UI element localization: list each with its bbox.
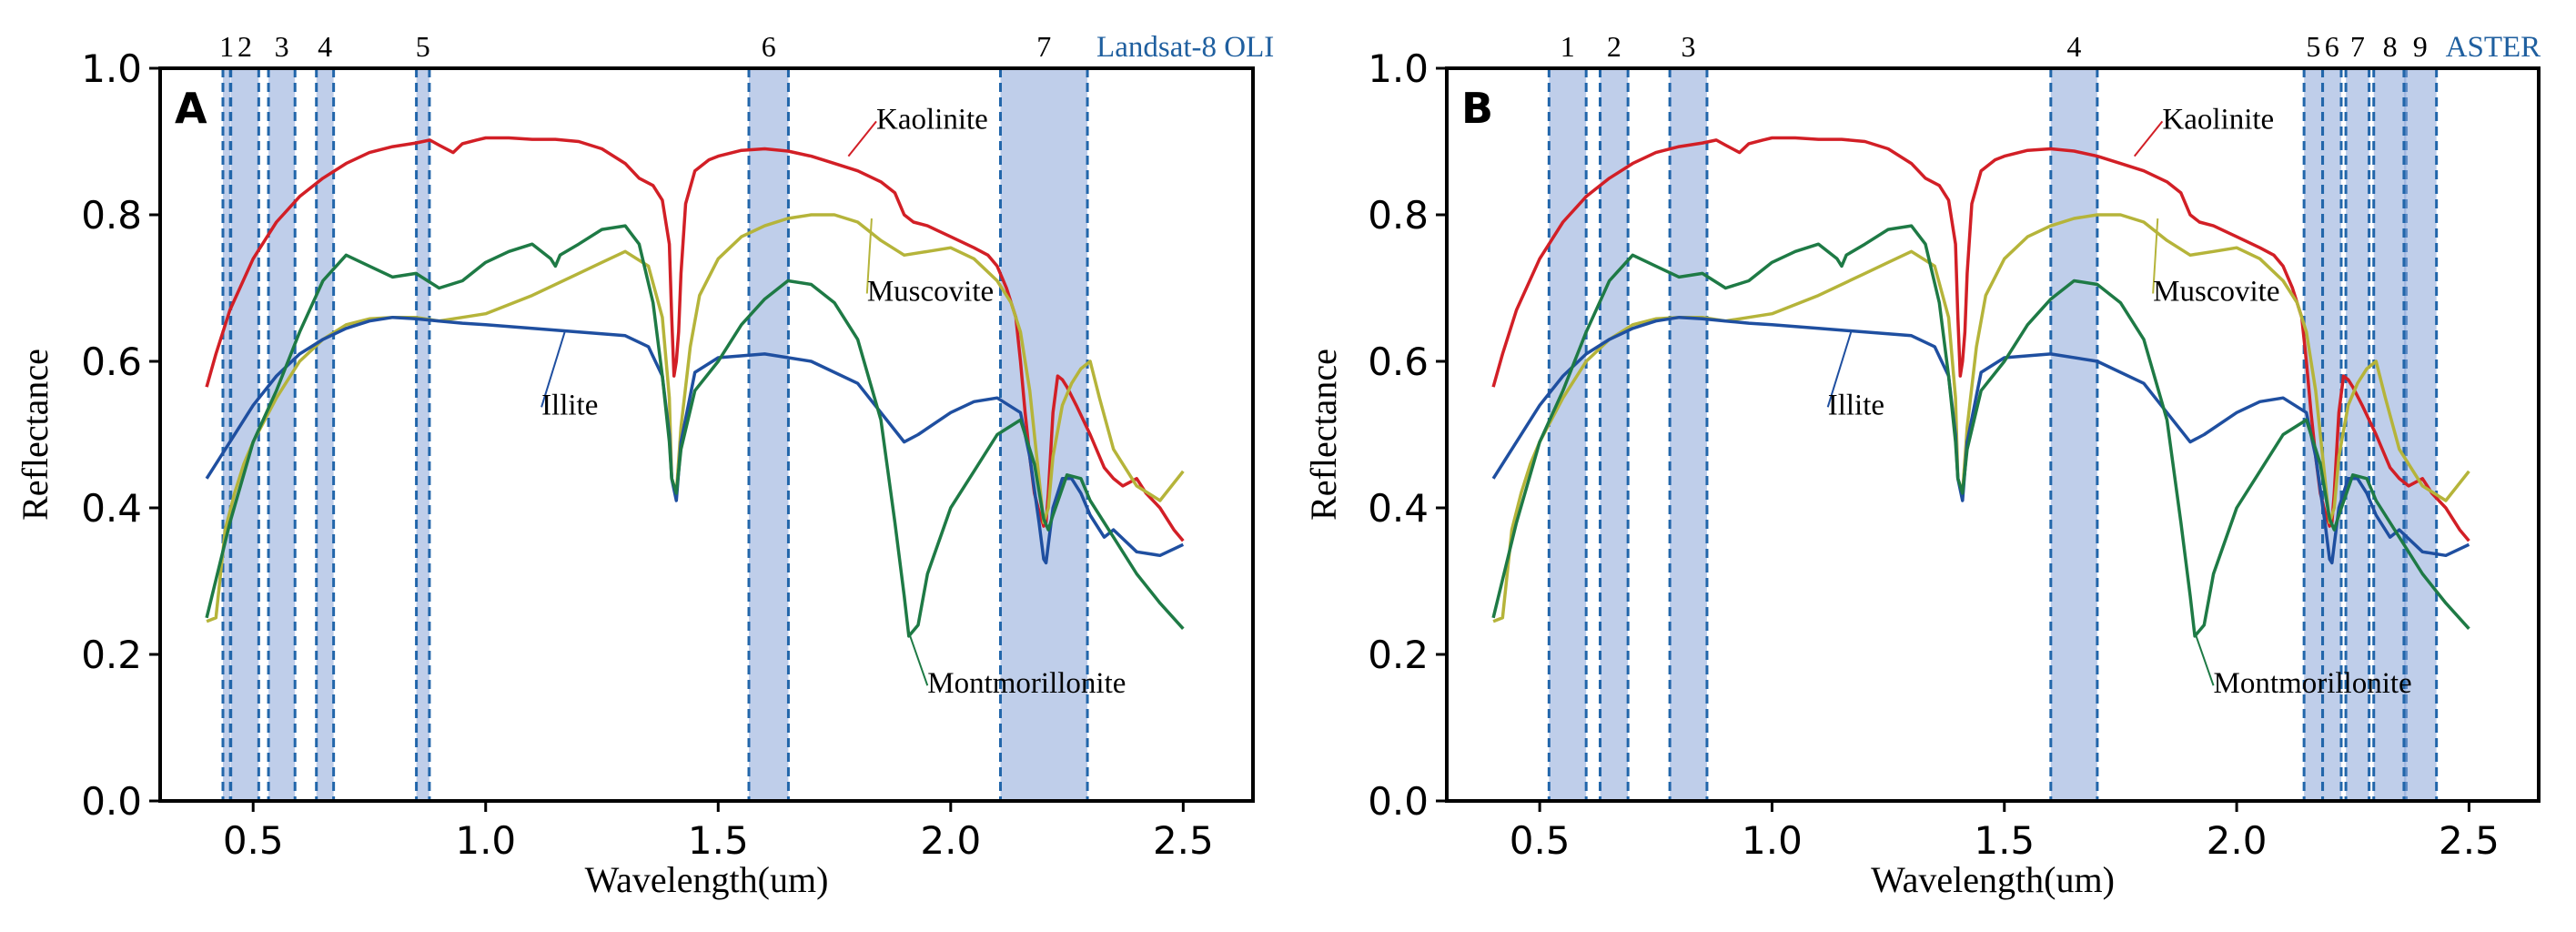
series-line-illite (1491, 315, 2470, 565)
band-9 (2403, 68, 2437, 801)
sensor-label: ASTER (2446, 31, 2541, 64)
band-number-7: 7 (2350, 30, 2365, 63)
y-tick-label: 1.0 (81, 46, 142, 91)
band-7 (1000, 68, 1088, 801)
band-1 (1549, 68, 1587, 801)
x-tick-label: 1.5 (1974, 818, 2035, 863)
band-8 (2373, 68, 2407, 801)
annotation-leader-illite (1826, 331, 1853, 408)
x-axis-title: Wavelength(um) (1871, 859, 2115, 900)
series-line-muscovite (206, 213, 1185, 623)
band-number-4: 4 (318, 30, 332, 63)
y-tick-label: 0.8 (81, 193, 142, 238)
annotation-illite: Illite (541, 389, 598, 421)
band-number-6: 6 (762, 30, 776, 63)
panel-letter: B (1461, 84, 1493, 133)
annotation-leader-illite (540, 331, 566, 408)
x-tick-label: 2.0 (2207, 818, 2268, 863)
band-2 (1600, 68, 1629, 801)
x-tick-label: 2.5 (2439, 818, 2500, 863)
annotation-leader-montmorillonite (907, 632, 929, 686)
band-7 (2346, 68, 2369, 801)
annotation-kaolinite: Kaolinite (2162, 103, 2274, 136)
annotation-illite: Illite (1828, 389, 1884, 421)
annotation-leader-muscovite (865, 218, 873, 294)
annotation-montmorillonite: Montmorillonite (927, 667, 1126, 700)
annotation-muscovite: Muscovite (867, 276, 994, 309)
y-tick-label: 0.4 (81, 486, 142, 531)
y-tick-label: 0.2 (1368, 633, 1429, 677)
series-line-kaolinite (205, 136, 1185, 542)
band-3 (268, 68, 296, 801)
band-4 (316, 68, 334, 801)
band-number-2: 2 (1607, 30, 1621, 63)
band-1 (222, 68, 231, 801)
panel-a: 1 2 3 4 5 6 7 Landsat-8 OLI Kaolinite Muscovite Il… (15, 30, 1274, 900)
x-tick-label: 2.0 (920, 818, 981, 863)
band-number-6: 6 (2325, 30, 2339, 63)
annotation-leader-kaolinite (2133, 120, 2164, 157)
band-number-3: 3 (275, 30, 289, 63)
band-number-8: 8 (2383, 30, 2398, 63)
x-tick-label: 1.5 (688, 818, 749, 863)
band-number-1: 1 (219, 30, 234, 63)
y-tick-label: 1.0 (1368, 46, 1429, 91)
annotation-leader-montmorillonite (2194, 632, 2215, 686)
series-line-montmorillonite (205, 224, 1185, 638)
y-tick-label: 0.6 (81, 339, 142, 384)
annotation-montmorillonite: Montmorillonite (2214, 667, 2412, 700)
plot-frame (158, 66, 1255, 803)
annotation-muscovite: Muscovite (2153, 276, 2279, 309)
sensor-label: Landsat-8 OLI (1096, 31, 1274, 64)
series-line-montmorillonite (1491, 224, 2470, 638)
plot-frame (1445, 66, 2541, 803)
band-4 (2050, 68, 2097, 801)
series-line-muscovite (1492, 213, 2470, 623)
series-line-illite (205, 315, 1185, 565)
band-number-5: 5 (416, 30, 430, 63)
band-number-1: 1 (1561, 30, 1575, 63)
band-number-7: 7 (1036, 30, 1051, 63)
annotation-kaolinite: Kaolinite (876, 103, 988, 136)
band-6 (749, 68, 789, 801)
band-6 (2322, 68, 2341, 801)
x-tick-label: 1.0 (455, 818, 516, 863)
band-number-4: 4 (2066, 30, 2081, 63)
band-number-5: 5 (2306, 30, 2320, 63)
y-axis-title: Reflectance (15, 349, 56, 521)
y-tick-label: 0.0 (81, 779, 142, 824)
y-tick-label: 0.6 (1368, 339, 1429, 384)
band-number-3: 3 (1682, 30, 1696, 63)
band-number-2: 2 (237, 30, 252, 63)
x-tick-label: 1.0 (1742, 818, 1803, 863)
x-tick-label: 2.5 (1153, 818, 1214, 863)
y-axis-title: Reflectance (1303, 349, 1344, 521)
x-tick-label: 0.5 (223, 818, 284, 863)
series-line-kaolinite (1491, 136, 2470, 542)
band-number-9: 9 (2413, 30, 2428, 63)
annotation-leader-kaolinite (847, 120, 877, 157)
band-5 (416, 68, 429, 801)
band-3 (1670, 68, 1707, 801)
y-tick-label: 0.2 (81, 633, 142, 677)
y-tick-label: 0.8 (1368, 193, 1429, 238)
annotation-leader-muscovite (2152, 218, 2159, 294)
panel-b: 1 2 3 4 5 6 7 8 9 ASTER Kaolinite Muscovite Illite Mo… (1303, 30, 2541, 900)
y-tick-label: 0.4 (1368, 486, 1429, 531)
panel-letter: A (175, 84, 207, 133)
y-tick-label: 0.0 (1368, 779, 1429, 824)
x-axis-title: Wavelength(um) (585, 859, 829, 900)
x-tick-label: 0.5 (1510, 818, 1571, 863)
